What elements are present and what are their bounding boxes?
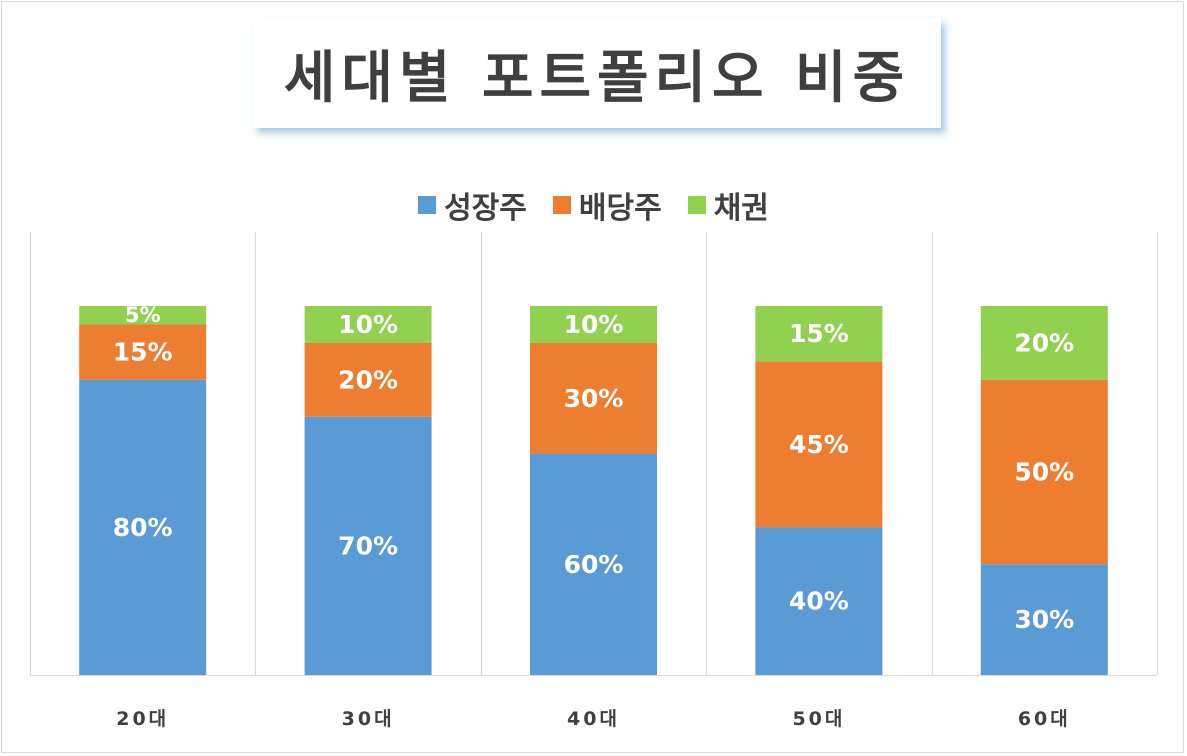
legend-swatch-dividend — [552, 196, 571, 214]
chart-title: 세대별 포트폴리오 비중 — [283, 45, 911, 111]
legend-item-growth: 성장주 — [418, 183, 527, 227]
bar-segment — [530, 306, 657, 343]
legend-item-dividend: 배당주 — [552, 183, 662, 227]
data-label: 20% — [338, 365, 398, 394]
x-tick-label: 20대 — [116, 708, 169, 730]
data-label: 50% — [1014, 458, 1074, 487]
x-tick-label: 50대 — [792, 708, 845, 730]
bar-segment — [304, 306, 432, 343]
bar-segment — [980, 564, 1108, 675]
legend-item-bond: 채권 — [687, 183, 769, 227]
legend-label-dividend: 배당주 — [578, 191, 662, 226]
legend: 성장주 배당주 채권 — [0, 180, 1187, 230]
bar-segment — [79, 306, 207, 325]
data-label: 5% — [125, 303, 161, 327]
data-label: 30% — [1014, 605, 1074, 634]
legend-swatch-growth — [418, 196, 437, 214]
legend-swatch-bond — [687, 196, 706, 214]
bar-segment — [980, 379, 1108, 565]
x-tick-label: 60대 — [1018, 708, 1071, 730]
data-label: 30% — [564, 384, 624, 413]
bar-segment — [79, 379, 207, 675]
bar-segment — [530, 453, 657, 675]
data-label: 80% — [113, 513, 173, 542]
bar-segment — [79, 324, 207, 380]
bar-segment — [304, 416, 432, 675]
data-label: 10% — [564, 310, 624, 339]
data-label: 15% — [789, 319, 849, 348]
bar-segment — [304, 342, 432, 417]
chart-title-box: 세대별 포트폴리오 비중 — [253, 18, 941, 128]
x-tick-label: 30대 — [342, 708, 395, 730]
x-tick-label: 40대 — [567, 708, 620, 730]
legend-label-bond: 채권 — [713, 191, 769, 226]
data-label: 20% — [1014, 328, 1074, 357]
data-label: 40% — [789, 587, 849, 616]
data-label: 15% — [113, 338, 173, 367]
data-label: 70% — [338, 531, 398, 560]
bar-segment — [755, 306, 883, 362]
bar-segment — [980, 306, 1108, 380]
legend-label-growth: 성장주 — [444, 191, 527, 226]
bar-segment — [755, 527, 883, 675]
bar-segment — [530, 342, 657, 454]
bar-segment — [755, 361, 883, 528]
data-label: 45% — [789, 430, 849, 459]
data-label: 60% — [564, 550, 624, 579]
data-label: 10% — [338, 310, 398, 339]
